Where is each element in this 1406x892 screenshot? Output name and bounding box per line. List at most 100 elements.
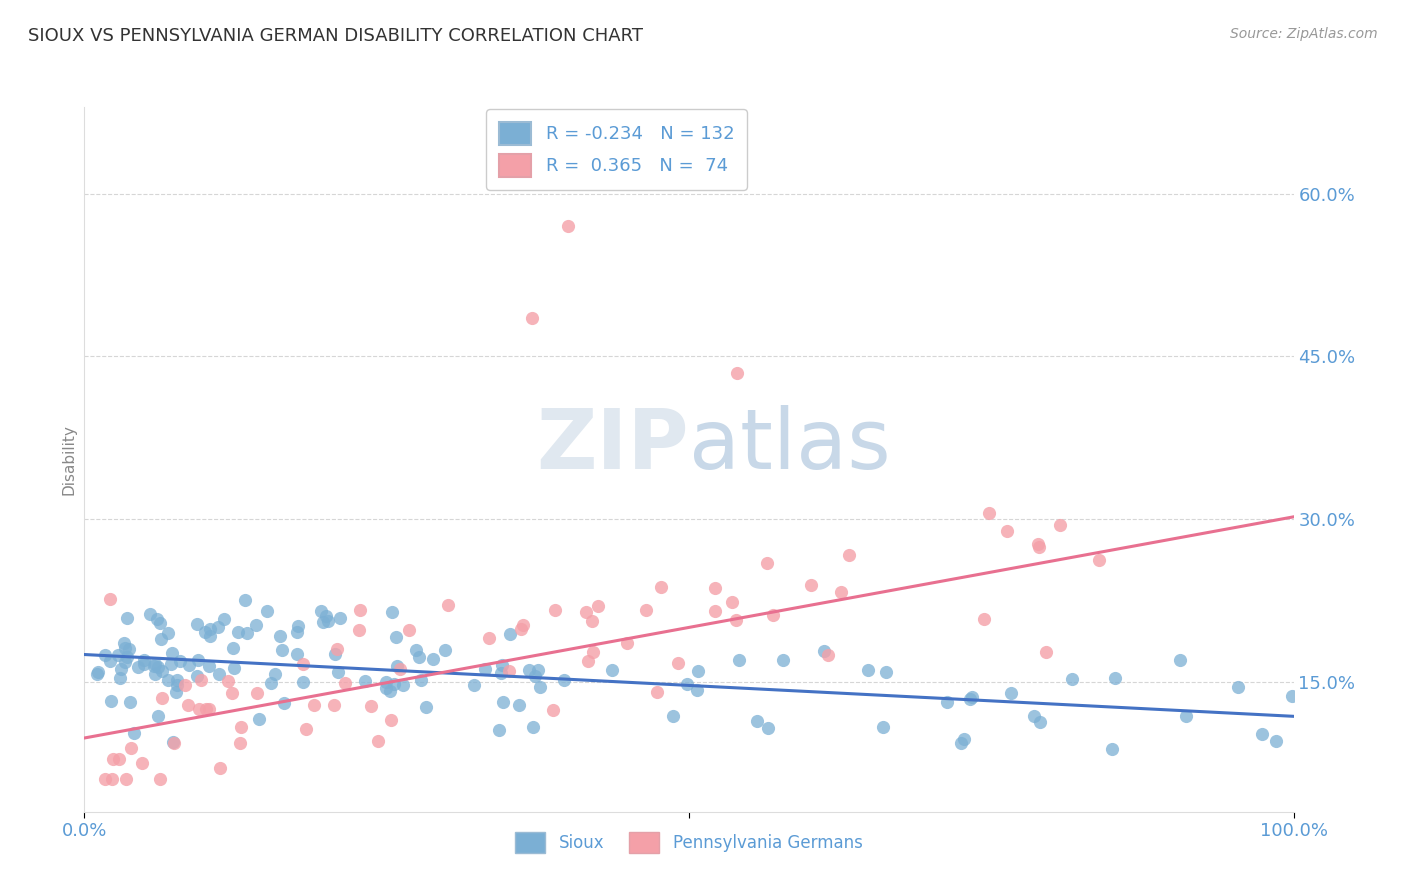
Point xyxy=(1022,708,1045,723)
Point xyxy=(264,667,287,681)
Point xyxy=(214,612,236,626)
Point xyxy=(1101,741,1123,756)
Point xyxy=(1049,517,1071,532)
Point xyxy=(800,578,823,592)
Point xyxy=(124,726,146,740)
Point xyxy=(488,723,510,737)
Point xyxy=(209,761,232,775)
Point xyxy=(434,642,457,657)
Point xyxy=(166,678,188,692)
Point xyxy=(309,604,332,618)
Point xyxy=(292,657,315,672)
Point xyxy=(165,685,187,699)
Point xyxy=(118,641,141,656)
Point xyxy=(512,618,534,632)
Point xyxy=(120,741,142,756)
Point xyxy=(415,699,437,714)
Point xyxy=(522,720,544,734)
Point xyxy=(188,702,211,716)
Point xyxy=(936,695,959,709)
Point xyxy=(581,614,603,628)
Point xyxy=(323,647,346,661)
Point xyxy=(169,654,191,668)
Point xyxy=(508,698,530,712)
Point xyxy=(87,665,110,680)
Point xyxy=(162,646,184,660)
Point xyxy=(520,311,543,326)
Point xyxy=(576,654,599,668)
Point xyxy=(875,665,897,679)
Point xyxy=(114,772,136,787)
Point xyxy=(115,649,138,664)
Point xyxy=(329,611,352,625)
Point xyxy=(686,683,709,698)
Point xyxy=(382,676,405,690)
Point xyxy=(676,677,699,691)
Point xyxy=(132,657,155,672)
Point xyxy=(177,657,200,672)
Point xyxy=(157,673,180,687)
Point xyxy=(103,751,125,765)
Point xyxy=(335,676,357,690)
Point xyxy=(198,622,221,636)
Point xyxy=(100,694,122,708)
Point xyxy=(703,581,725,595)
Point xyxy=(295,722,318,736)
Point xyxy=(194,625,217,640)
Point xyxy=(231,720,253,734)
Point xyxy=(360,699,382,714)
Point xyxy=(287,619,309,633)
Point xyxy=(217,673,239,688)
Point xyxy=(1170,653,1192,667)
Point xyxy=(1227,680,1250,694)
Point xyxy=(745,714,768,728)
Point xyxy=(1060,672,1083,686)
Point xyxy=(704,604,727,618)
Point xyxy=(150,632,173,646)
Point xyxy=(772,653,794,667)
Point xyxy=(517,663,540,677)
Point xyxy=(117,611,139,625)
Point xyxy=(437,598,460,612)
Point xyxy=(260,675,283,690)
Point xyxy=(405,643,427,657)
Point xyxy=(509,622,531,636)
Point xyxy=(197,702,219,716)
Point xyxy=(326,641,349,656)
Point xyxy=(256,604,278,618)
Point xyxy=(367,733,389,747)
Point xyxy=(166,673,188,688)
Point xyxy=(114,656,136,670)
Point xyxy=(959,692,981,706)
Point xyxy=(146,708,169,723)
Point xyxy=(582,645,605,659)
Point xyxy=(755,556,778,570)
Point xyxy=(127,660,149,674)
Point xyxy=(666,656,689,670)
Point xyxy=(98,591,121,606)
Point xyxy=(762,607,785,622)
Point xyxy=(131,756,153,770)
Point xyxy=(86,667,108,681)
Point xyxy=(302,698,325,712)
Point xyxy=(492,695,515,709)
Point xyxy=(163,736,186,750)
Point xyxy=(323,698,346,713)
Point xyxy=(526,663,548,677)
Point xyxy=(1281,690,1303,704)
Point xyxy=(273,696,295,710)
Point xyxy=(575,605,598,619)
Point xyxy=(650,580,672,594)
Point xyxy=(830,584,852,599)
Point xyxy=(374,681,396,695)
Point xyxy=(353,673,375,688)
Point xyxy=(328,665,350,680)
Point xyxy=(953,732,976,747)
Point xyxy=(134,653,156,667)
Point xyxy=(600,663,623,677)
Point xyxy=(176,698,198,712)
Point xyxy=(173,678,195,692)
Point xyxy=(94,648,117,663)
Point xyxy=(236,626,259,640)
Point xyxy=(349,603,371,617)
